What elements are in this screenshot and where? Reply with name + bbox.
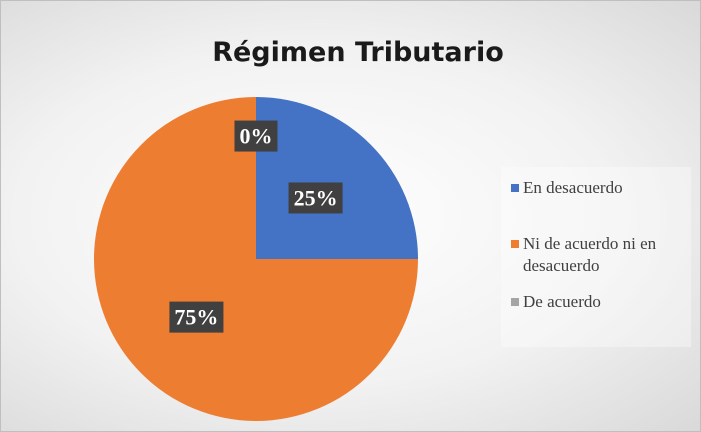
data-label-box [234,120,278,152]
legend-label: Ni de acuerdo ni en desacuerdo [523,234,657,275]
pie-slice [256,97,418,259]
legend-item: De acuerdo [511,291,700,313]
data-label: 75% [174,305,218,330]
legend-label: En desacuerdo [523,178,623,197]
chart-title: Régimen Tributario [212,37,504,68]
data-label: 25% [294,185,338,210]
legend: En desacuerdo Ni de acuerdo ni en desacue… [501,167,691,347]
legend-label: De acuerdo [523,292,601,311]
legend-swatch [511,184,519,192]
legend-item: Ni de acuerdo ni en desacuerdo [511,233,700,277]
legend-item: En desacuerdo [511,177,700,199]
data-label-box [169,301,224,333]
data-label: 0% [240,124,273,149]
data-label-box [288,182,343,214]
legend-swatch [511,298,519,306]
pie-slice [94,97,418,421]
legend-swatch [511,240,519,248]
